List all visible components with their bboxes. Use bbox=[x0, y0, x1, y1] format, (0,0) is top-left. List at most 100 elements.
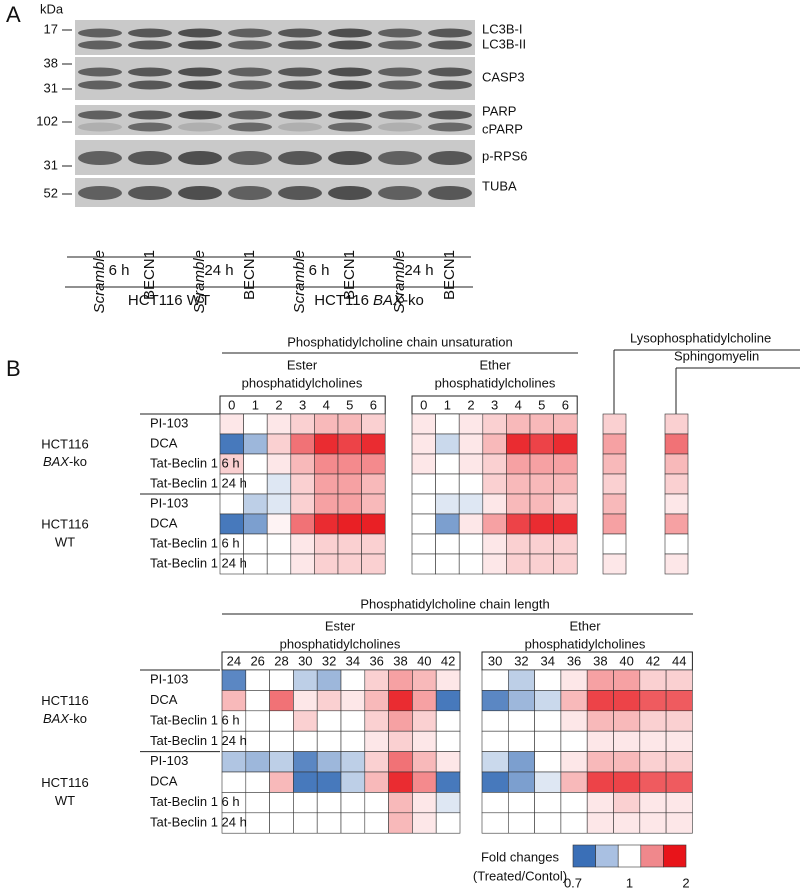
heat-cell bbox=[316, 771, 342, 793]
heat-cell bbox=[586, 669, 614, 691]
band bbox=[428, 186, 472, 200]
column-label: 1 bbox=[252, 397, 259, 412]
heat-cell bbox=[482, 493, 507, 515]
heat-cell bbox=[482, 433, 507, 455]
heat-cell bbox=[435, 513, 460, 535]
heat-cell bbox=[553, 533, 578, 555]
heat-cell bbox=[411, 413, 436, 435]
lane-label: Scramble bbox=[191, 250, 208, 313]
group-text: HCT116 WT bbox=[128, 292, 210, 309]
heat-cell bbox=[639, 690, 667, 712]
heat-cell bbox=[534, 792, 562, 814]
heat-cell bbox=[639, 812, 667, 834]
heat-cell bbox=[665, 751, 693, 773]
heat-cell bbox=[435, 493, 460, 515]
heat-cell bbox=[664, 513, 689, 535]
heat-cell bbox=[664, 453, 689, 475]
heat-cell bbox=[411, 513, 436, 535]
heatmap-title: Lysophosphatidylcholine bbox=[630, 330, 771, 345]
heat-cell bbox=[388, 669, 413, 691]
band-label: p-RPS6 bbox=[482, 148, 528, 163]
heat-cell bbox=[314, 553, 339, 575]
heat-cell bbox=[412, 812, 437, 834]
legend-swatch bbox=[663, 844, 687, 868]
heat-cell bbox=[340, 751, 366, 773]
heat-cell bbox=[245, 751, 270, 773]
heat-cell bbox=[266, 473, 292, 495]
column-label: 6 bbox=[370, 397, 377, 412]
heat-cell bbox=[435, 669, 461, 691]
heat-cell bbox=[482, 473, 507, 495]
heat-cell bbox=[361, 533, 386, 555]
column-label: 2 bbox=[467, 397, 474, 412]
heat-cell bbox=[411, 553, 436, 575]
heat-cell bbox=[553, 413, 578, 435]
heat-cell bbox=[665, 812, 693, 834]
band bbox=[328, 151, 372, 165]
lane-label: Scramble bbox=[91, 250, 108, 313]
heatmap-title: Sphingomyelin bbox=[674, 348, 759, 363]
heat-cell bbox=[602, 533, 627, 555]
group-label: WT bbox=[55, 793, 75, 808]
group-label: WT bbox=[55, 534, 75, 549]
heat-cell bbox=[482, 453, 507, 475]
heat-cell bbox=[290, 453, 315, 475]
band bbox=[128, 110, 172, 120]
heat-cell bbox=[560, 690, 588, 712]
heat-cell bbox=[412, 751, 437, 773]
heat-cell bbox=[529, 513, 554, 535]
heat-cell bbox=[481, 771, 509, 793]
heat-cell bbox=[507, 771, 535, 793]
column-label: 0 bbox=[420, 397, 427, 412]
row-label: Tat-Beclin 1 6 h bbox=[150, 712, 240, 727]
row-label: Tat-Beclin 1 6 h bbox=[150, 455, 240, 470]
heat-cell bbox=[314, 473, 339, 495]
heat-cell bbox=[412, 730, 437, 752]
heat-cell bbox=[290, 493, 315, 515]
heat-cell bbox=[613, 771, 641, 793]
heat-cell bbox=[361, 493, 386, 515]
heat-cell bbox=[243, 473, 268, 495]
row-label: DCA bbox=[150, 435, 178, 450]
band bbox=[228, 40, 272, 50]
heat-cell bbox=[602, 493, 627, 515]
heat-cell bbox=[529, 533, 554, 555]
heat-cell bbox=[340, 669, 366, 691]
heat-cell bbox=[243, 413, 268, 435]
heat-cell bbox=[482, 553, 507, 575]
column-label: 40 bbox=[619, 653, 633, 668]
column-label: 4 bbox=[515, 397, 522, 412]
column-label: 5 bbox=[346, 397, 353, 412]
heat-cell bbox=[316, 812, 342, 834]
heat-cell bbox=[266, 553, 292, 575]
band bbox=[328, 122, 372, 132]
heat-cell bbox=[507, 669, 535, 691]
heat-cell bbox=[507, 690, 535, 712]
heat-cell bbox=[664, 553, 689, 575]
heat-cell bbox=[243, 553, 268, 575]
band bbox=[328, 28, 372, 38]
column-label: 34 bbox=[346, 653, 360, 668]
heat-cell bbox=[481, 710, 509, 732]
heat-cell bbox=[293, 792, 318, 814]
band bbox=[278, 80, 322, 90]
heat-cell bbox=[245, 669, 270, 691]
heat-cell bbox=[316, 751, 342, 773]
band bbox=[128, 186, 172, 200]
column-label: 4 bbox=[323, 397, 330, 412]
timepoint-label: 24 h bbox=[404, 262, 433, 279]
heat-cell bbox=[245, 792, 270, 814]
heat-cell bbox=[507, 710, 535, 732]
heat-cell bbox=[314, 413, 339, 435]
heat-cell bbox=[337, 453, 362, 475]
heat-cell bbox=[435, 751, 461, 773]
heat-cell bbox=[435, 710, 461, 732]
heat-cell bbox=[586, 710, 614, 732]
heat-cell bbox=[481, 730, 509, 752]
heat-cell bbox=[411, 453, 436, 475]
heat-cell bbox=[266, 453, 292, 475]
heat-cell bbox=[243, 513, 268, 535]
heat-cell bbox=[506, 473, 531, 495]
group-text: -ko bbox=[69, 711, 87, 726]
heat-cell bbox=[364, 792, 389, 814]
